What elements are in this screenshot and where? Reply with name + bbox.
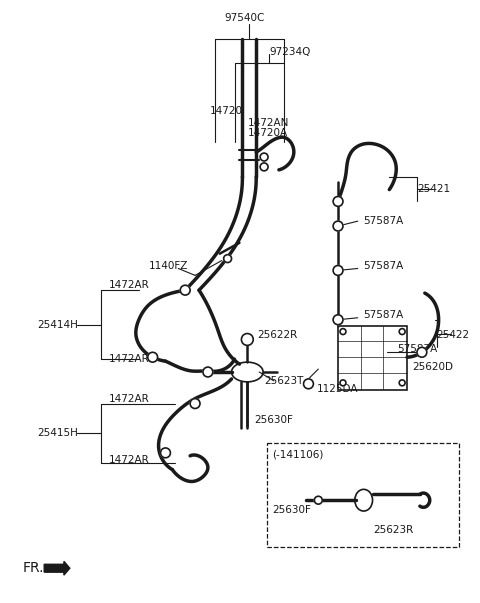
Circle shape — [399, 380, 405, 386]
Text: FR.: FR. — [23, 561, 44, 575]
Circle shape — [340, 380, 346, 386]
Circle shape — [417, 347, 427, 357]
Circle shape — [160, 448, 170, 458]
Circle shape — [399, 329, 405, 335]
Circle shape — [180, 285, 190, 295]
Circle shape — [303, 379, 313, 389]
Text: 14720: 14720 — [210, 106, 243, 116]
Circle shape — [340, 329, 346, 335]
Circle shape — [260, 163, 268, 171]
Text: 25622R: 25622R — [257, 329, 298, 339]
Text: 57587A: 57587A — [397, 344, 437, 355]
Text: 1472AR: 1472AR — [109, 394, 150, 403]
Circle shape — [333, 221, 343, 231]
Text: 25630F: 25630F — [272, 505, 311, 515]
Text: 1472AR: 1472AR — [109, 455, 150, 465]
Text: 25623T: 25623T — [264, 376, 303, 386]
Circle shape — [314, 496, 322, 504]
Circle shape — [148, 352, 157, 362]
Text: 57587A: 57587A — [363, 216, 403, 226]
Text: 25422: 25422 — [437, 329, 470, 339]
Text: 25415H: 25415H — [37, 428, 78, 438]
Text: 25623R: 25623R — [373, 525, 414, 535]
Text: 1472AR: 1472AR — [109, 354, 150, 364]
Circle shape — [203, 367, 213, 377]
Text: 1472AR: 1472AR — [109, 280, 150, 290]
Text: 1125DA: 1125DA — [316, 384, 358, 394]
Text: (-141106): (-141106) — [272, 450, 324, 460]
Circle shape — [260, 153, 268, 161]
Text: 97540C: 97540C — [224, 13, 264, 23]
Text: 57587A: 57587A — [363, 260, 403, 271]
Text: 25630F: 25630F — [254, 415, 293, 425]
Text: 57587A: 57587A — [363, 310, 403, 320]
Bar — [267, 443, 459, 546]
Text: 25620D: 25620D — [412, 362, 453, 372]
Circle shape — [190, 399, 200, 408]
Text: 25414H: 25414H — [37, 320, 78, 330]
Polygon shape — [44, 561, 70, 575]
Circle shape — [241, 333, 253, 346]
Circle shape — [333, 315, 343, 324]
Text: 25421: 25421 — [417, 183, 450, 194]
Circle shape — [224, 254, 231, 262]
Circle shape — [333, 265, 343, 276]
Text: 97234Q: 97234Q — [269, 46, 311, 57]
Circle shape — [333, 197, 343, 206]
Bar — [338, 326, 407, 390]
Text: 14720A: 14720A — [247, 128, 288, 138]
Text: 1472AN: 1472AN — [247, 118, 288, 127]
Text: 1140FZ: 1140FZ — [149, 260, 188, 271]
